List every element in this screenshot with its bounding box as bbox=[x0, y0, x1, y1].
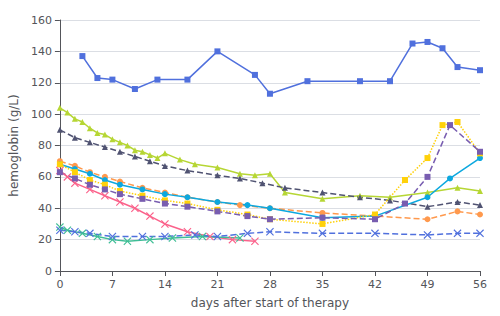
svg-text:120: 120 bbox=[31, 76, 52, 89]
svg-text:28: 28 bbox=[263, 278, 277, 291]
svg-text:days after start of therapy: days after start of therapy bbox=[191, 296, 349, 310]
svg-text:49: 49 bbox=[420, 278, 434, 291]
svg-text:140: 140 bbox=[31, 45, 52, 58]
svg-text:60: 60 bbox=[38, 170, 52, 183]
svg-text:56: 56 bbox=[473, 278, 487, 291]
svg-text:35: 35 bbox=[315, 278, 329, 291]
svg-text:20: 20 bbox=[38, 233, 52, 246]
svg-text:0: 0 bbox=[56, 278, 63, 291]
svg-text:21: 21 bbox=[210, 278, 224, 291]
svg-text:40: 40 bbox=[38, 202, 52, 215]
svg-text:0: 0 bbox=[45, 265, 52, 278]
svg-text:42: 42 bbox=[368, 278, 382, 291]
svg-text:hemoglobin (g/L): hemoglobin (g/L) bbox=[7, 94, 21, 196]
svg-text:160: 160 bbox=[31, 14, 52, 27]
svg-text:14: 14 bbox=[158, 278, 172, 291]
svg-text:100: 100 bbox=[31, 108, 52, 121]
svg-text:7: 7 bbox=[109, 278, 116, 291]
svg-text:80: 80 bbox=[38, 139, 52, 152]
